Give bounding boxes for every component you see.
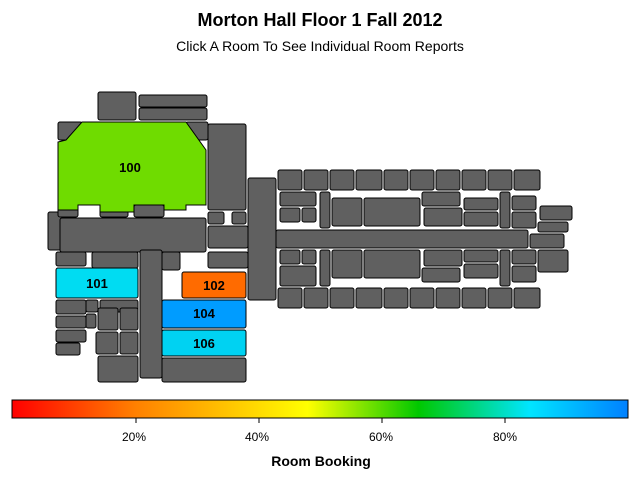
room-102[interactable]	[181, 271, 247, 299]
room-104[interactable]	[161, 299, 247, 329]
legend-title: Room Booking	[271, 453, 371, 469]
room-106-label: 106	[193, 336, 215, 351]
room-101-label: 101	[86, 276, 108, 291]
room-100-label: 100	[119, 160, 141, 175]
map-subtitle: Click A Room To See Individual Room Repo…	[176, 38, 464, 54]
scale-tick-label: 20%	[122, 430, 146, 444]
scale-tick-label: 80%	[493, 430, 517, 444]
room-106[interactable]	[161, 329, 247, 357]
room-100[interactable]	[57, 121, 207, 213]
color-scale-bar	[11, 399, 629, 419]
scale-tick-label: 60%	[369, 430, 393, 444]
map-title: Morton Hall Floor 1 Fall 2012	[197, 10, 443, 30]
room-layer: 100 101 102 104 106	[55, 121, 247, 357]
building-structure	[47, 91, 573, 383]
room-101[interactable]	[55, 267, 139, 299]
room-104-label: 104	[193, 306, 215, 321]
scale-tick-label: 40%	[245, 430, 269, 444]
room-102-label: 102	[203, 278, 225, 293]
